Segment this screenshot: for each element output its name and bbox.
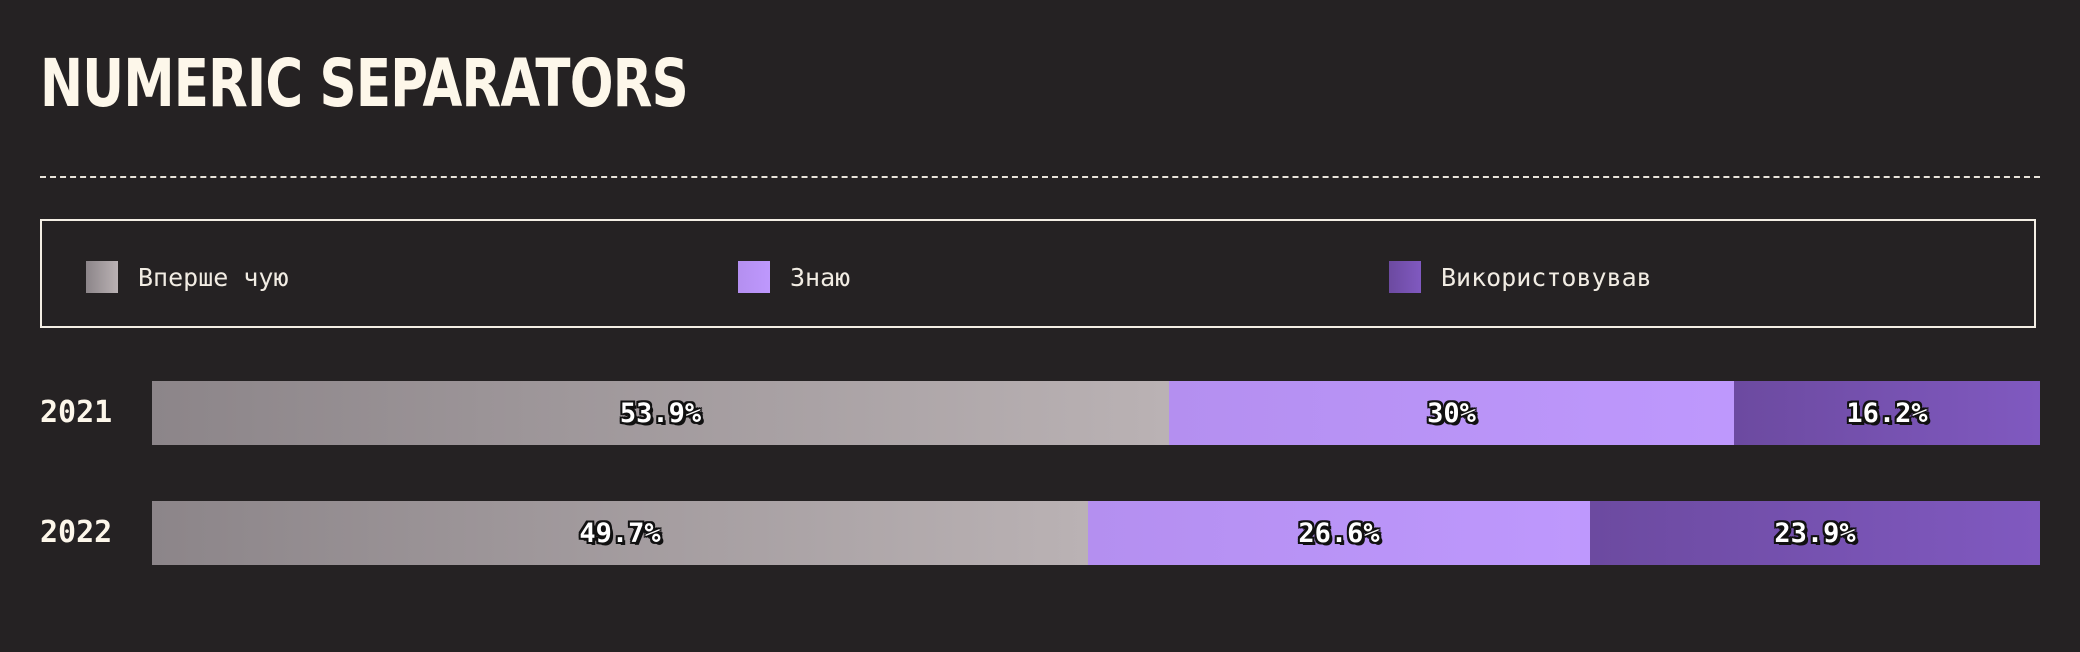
bar-row-2022: 2022 49.7% 26.6% 23.9% [40,501,2040,565]
data-label-2022-first-time: 49.7% [579,517,661,549]
title-divider [40,176,2040,178]
bar-segment-2022-used: 23.9% [1590,501,2040,565]
bar-segment-2021-used: 16.2% [1734,381,2040,445]
legend-label-used: Використовував [1441,262,1652,292]
legend-item-first-time: Вперше чую [86,261,289,293]
legend: Вперше чую Знаю Використовував [40,219,2036,328]
bar-track-2021: 53.9% 30% 16.2% [152,381,2040,445]
bar-segment-2022-know: 26.6% [1088,501,1590,565]
legend-item-know: Знаю [738,261,850,293]
bar-segment-2021-first-time: 53.9% [152,381,1169,445]
legend-swatch-used [1389,261,1421,293]
data-label-2022-know: 26.6% [1298,517,1380,549]
bar-segment-2022-first-time: 49.7% [152,501,1088,565]
chart-title: NUMERIC SEPARATORS [40,45,689,122]
bar-row-2021: 2021 53.9% 30% 16.2% [40,381,2040,445]
data-label-2021-know: 30% [1427,397,1476,429]
legend-swatch-know [738,261,770,293]
legend-label-know: Знаю [790,262,851,292]
data-label-2021-first-time: 53.9% [619,397,702,429]
legend-item-used: Використовував [1389,261,1652,293]
category-label-2021: 2021 [40,395,113,430]
category-label-2022: 2022 [40,515,113,550]
data-label-2022-used: 23.9% [1774,517,1856,549]
legend-swatch-first-time [86,261,118,293]
bar-track-2022: 49.7% 26.6% 23.9% [152,501,2040,565]
data-label-2021-used: 16.2% [1846,397,1928,429]
bar-segment-2021-know: 30% [1169,381,1734,445]
legend-label-first-time: Вперше чую [138,262,289,292]
